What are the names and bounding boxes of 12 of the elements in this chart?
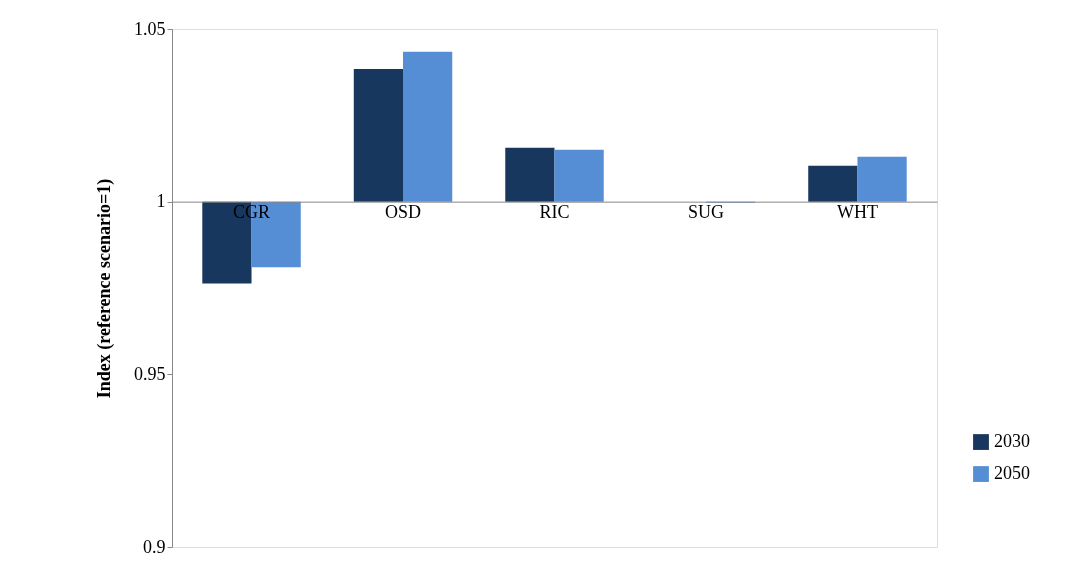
- legend-label: 2030: [994, 431, 1030, 452]
- y-tick-label: 1.05: [134, 18, 166, 39]
- y-axis-title: Index (reference scenario=1): [94, 178, 115, 399]
- x-tick-label: WHT: [836, 202, 878, 223]
- y-tick-label: 0.9: [143, 536, 166, 557]
- x-tick-label: SUG: [687, 202, 724, 223]
- legend-label: 2050: [994, 463, 1030, 484]
- y-tick-label: 0.95: [134, 363, 166, 384]
- x-tick-label: OSD: [385, 202, 422, 223]
- x-tick-label: CGR: [233, 202, 271, 223]
- x-tick-label: RIC: [539, 202, 570, 223]
- y-tick-label: 1: [156, 191, 166, 212]
